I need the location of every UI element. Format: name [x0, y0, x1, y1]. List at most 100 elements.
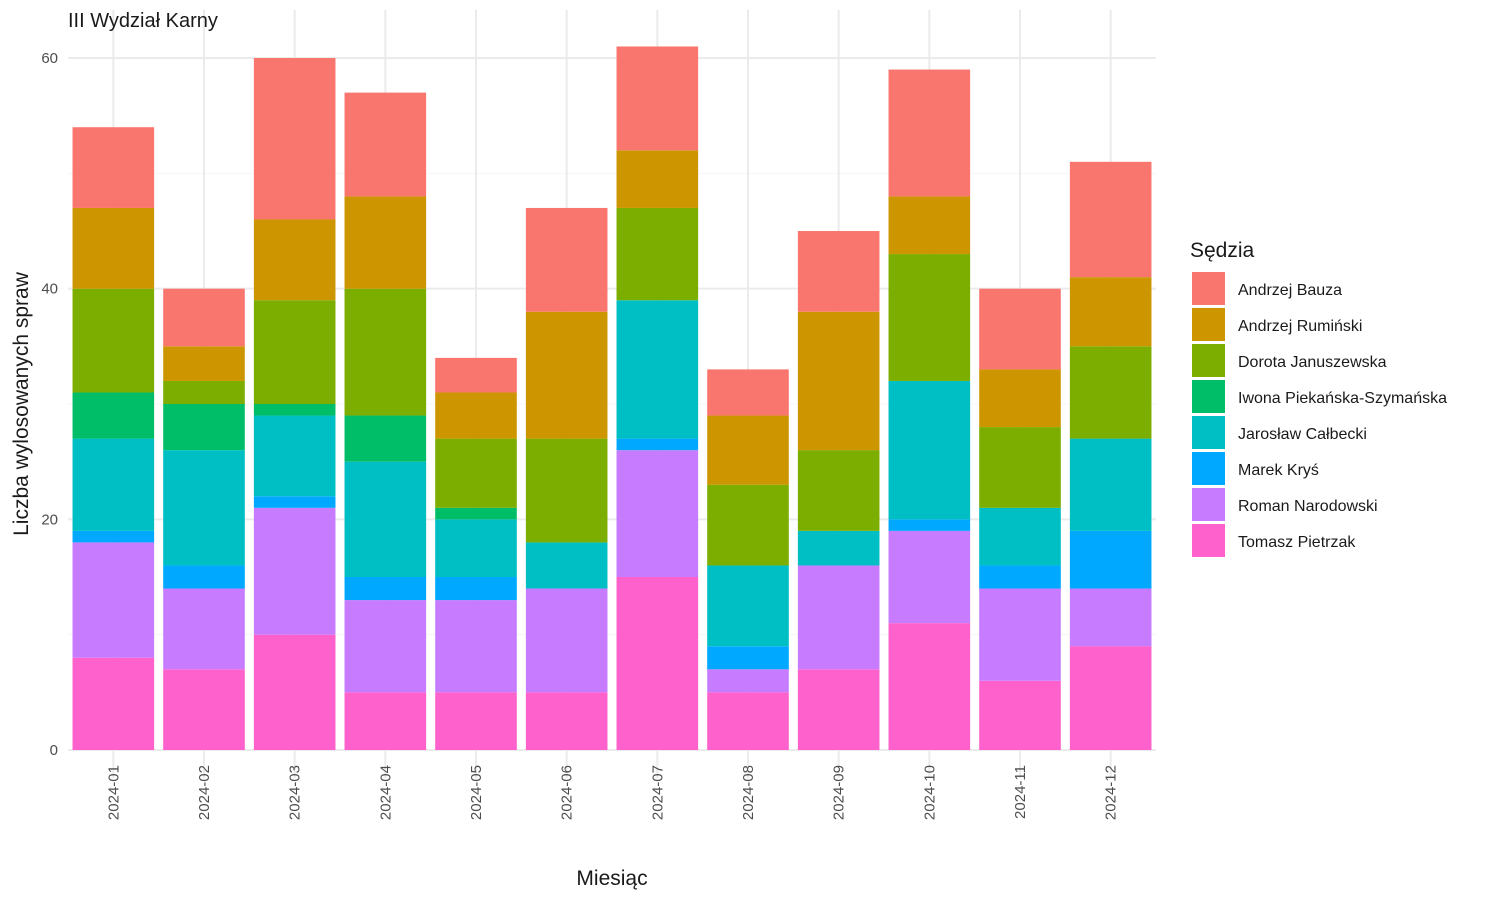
- bar-segment: [1069, 588, 1152, 647]
- legend-label: Roman Narodowski: [1238, 498, 1378, 515]
- bar-segment: [707, 692, 789, 750]
- y-tick-label: 20: [41, 511, 58, 528]
- bar-segment: [797, 311, 880, 451]
- legend-key: [1192, 272, 1225, 305]
- legend-key: [1192, 452, 1225, 485]
- bar-segment: [253, 219, 336, 301]
- bar-segment: [797, 231, 880, 312]
- bar-segment: [435, 357, 517, 393]
- bar-segment: [979, 288, 1061, 370]
- bar-segment: [1069, 346, 1152, 439]
- x-tick-label: 2024-04: [377, 765, 394, 820]
- bar-segment: [163, 346, 245, 381]
- legend-label: Dorota Januszewska: [1238, 354, 1387, 371]
- bar-segment: [888, 196, 971, 255]
- bar-segment: [435, 577, 517, 601]
- bar-segment: [253, 634, 336, 750]
- bar-segment: [435, 519, 517, 577]
- bar-segment: [888, 254, 971, 381]
- bar-segment: [979, 588, 1061, 681]
- bar-segment: [163, 588, 245, 670]
- bar-segment: [888, 530, 971, 624]
- x-tick-label: 2024-10: [921, 765, 938, 820]
- bar-segment: [435, 392, 517, 439]
- bar-segment: [888, 623, 971, 750]
- y-tick-label: 60: [41, 50, 58, 67]
- bar-segment: [253, 58, 336, 220]
- bar-segment: [253, 507, 336, 635]
- bar-segment: [797, 669, 880, 750]
- x-tick-label: 2024-11: [1012, 765, 1029, 819]
- legend-key: [1192, 344, 1225, 377]
- bar-segment: [888, 69, 971, 197]
- bar-segment: [616, 150, 699, 208]
- y-axis-title: Liczba wylosowanych spraw: [10, 271, 33, 536]
- x-tick-label: 2024-06: [559, 765, 576, 820]
- bar-segment: [72, 438, 155, 531]
- bar-segment: [797, 565, 880, 670]
- x-tick-label: 2024-03: [287, 765, 304, 820]
- chart-title: III Wydział Karny: [68, 10, 218, 32]
- bar-segment: [525, 588, 608, 693]
- bar-segment: [435, 507, 517, 520]
- x-tick-label: 2024-07: [649, 765, 666, 820]
- legend-key: [1192, 308, 1225, 341]
- y-tick-label: 0: [50, 742, 58, 759]
- bar-segment: [163, 565, 245, 589]
- bar-segment: [1069, 277, 1152, 347]
- bar-segment: [253, 404, 336, 416]
- axes: 0 20 40 60 2024-01 2024-02 2024-03 2024-04 2024-…: [41, 50, 1119, 820]
- bar-segment: [979, 507, 1061, 566]
- bar-segment: [1069, 161, 1152, 278]
- bar-segment: [72, 392, 155, 439]
- bar-segment: [525, 207, 608, 312]
- bar-segment: [707, 484, 789, 566]
- bar-segment: [707, 669, 789, 693]
- x-tick-label: 2024-12: [1103, 765, 1120, 820]
- bar-segment: [253, 415, 336, 497]
- bars: [72, 46, 1152, 750]
- bar-segment: [253, 496, 336, 508]
- legend-label: Andrzej Bauza: [1238, 282, 1342, 299]
- bar-segment: [1069, 530, 1152, 589]
- bar-segment: [72, 542, 155, 658]
- x-axis-title: Miesiąc: [576, 867, 647, 890]
- bar-segment: [435, 438, 517, 508]
- bar-segment: [344, 692, 427, 750]
- legend-key: [1192, 524, 1225, 557]
- bar-segment: [888, 519, 971, 531]
- bar-segment: [344, 577, 427, 601]
- legend-key: [1192, 416, 1225, 449]
- legend-key: [1192, 380, 1225, 413]
- y-tick-label: 40: [41, 281, 58, 298]
- bar-segment: [707, 369, 789, 416]
- bar-segment: [72, 288, 155, 393]
- bar-segment: [435, 600, 517, 693]
- bar-segment: [344, 196, 427, 289]
- legend-label: Iwona Piekańska-Szymańska: [1238, 390, 1447, 407]
- bar-segment: [72, 657, 155, 750]
- x-tick-label: 2024-08: [740, 765, 757, 820]
- legend-label: Andrzej Rumiński: [1238, 318, 1362, 335]
- bar-segment: [616, 450, 699, 577]
- bar-segment: [616, 300, 699, 439]
- bar-segment: [979, 369, 1061, 428]
- x-tick-label: 2024-02: [196, 765, 213, 820]
- x-tick-label: 2024-05: [468, 765, 485, 820]
- bar-segment: [979, 427, 1061, 508]
- bar-segment: [525, 542, 608, 589]
- bar-segment: [888, 380, 971, 520]
- legend-label: Marek Kryś: [1238, 462, 1319, 479]
- bar-segment: [525, 692, 608, 750]
- bar-segment: [435, 692, 517, 750]
- bar-segment: [344, 288, 427, 416]
- bar-segment: [707, 415, 789, 485]
- bar-segment: [344, 461, 427, 578]
- bar-segment: [344, 600, 427, 693]
- bar-segment: [525, 311, 608, 439]
- legend-label: Jarosław Całbecki: [1238, 426, 1367, 443]
- bar-segment: [525, 438, 608, 543]
- bar-segment: [344, 415, 427, 462]
